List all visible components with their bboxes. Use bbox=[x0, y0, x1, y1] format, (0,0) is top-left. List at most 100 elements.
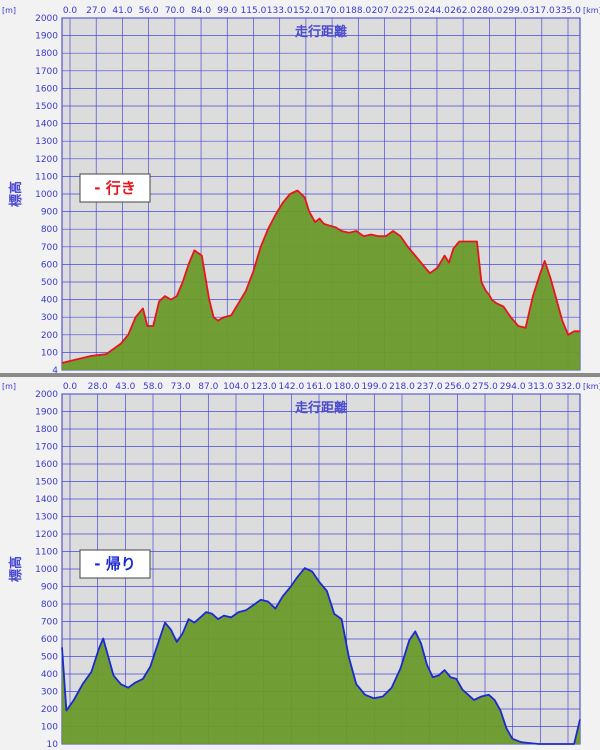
y-tick-label: 2000 bbox=[35, 390, 58, 400]
x-tick-label: 73.0 bbox=[171, 382, 191, 392]
x-tick-label: 256.0 bbox=[444, 382, 470, 392]
y-axis-title: 標高 bbox=[8, 556, 24, 582]
x-tick-label: 335.0 bbox=[555, 6, 581, 16]
y-tick-label: 1300 bbox=[35, 513, 58, 523]
elevation-line bbox=[61, 567, 581, 745]
x-tick-label: 237.0 bbox=[417, 382, 443, 392]
y-unit-label: [m] bbox=[2, 382, 16, 391]
x-tick-label: 180.0 bbox=[334, 382, 360, 392]
x-tick-label: 43.0 bbox=[115, 382, 135, 392]
y-tick-label: 1700 bbox=[35, 443, 58, 453]
x-tick-label: 299.0 bbox=[503, 6, 529, 16]
y-tick-label: 900 bbox=[41, 583, 58, 593]
y-tick-label: 100 bbox=[41, 723, 58, 733]
y-tick-label: 1900 bbox=[35, 408, 58, 418]
x-axis-title: 走行距離 bbox=[295, 24, 347, 40]
y-tick-label: 1000 bbox=[35, 565, 58, 575]
elevation-area bbox=[62, 568, 580, 744]
y-tick-label: 1100 bbox=[35, 172, 58, 182]
y-tick-label: 200 bbox=[41, 331, 58, 341]
panel-separator bbox=[0, 373, 600, 377]
x-tick-label: 84.0 bbox=[191, 6, 211, 16]
y-tick-label: 700 bbox=[41, 243, 58, 253]
x-tick-label: 199.0 bbox=[361, 382, 387, 392]
x-tick-label: 294.0 bbox=[500, 382, 526, 392]
y-tick-label: 200 bbox=[41, 705, 58, 715]
x-tick-label: 262.0 bbox=[450, 6, 476, 16]
series-tag-box bbox=[79, 549, 151, 579]
x-tick-label: 27.0 bbox=[86, 6, 106, 16]
y-tick-label: 800 bbox=[41, 225, 58, 235]
x-axis-title: 走行距離 bbox=[295, 400, 347, 416]
y-tick-label: 2000 bbox=[35, 14, 58, 24]
y-tick-label: 1700 bbox=[35, 67, 58, 77]
y-tick-label: 700 bbox=[41, 618, 58, 628]
x-tick-label: 56.0 bbox=[139, 6, 159, 16]
x-tick-label: 317.0 bbox=[529, 6, 555, 16]
x-tick-label: 244.0 bbox=[424, 6, 450, 16]
x-tick-label: 332.0 bbox=[555, 382, 581, 392]
x-tick-label: 280.0 bbox=[476, 6, 502, 16]
x-unit-label: [km] bbox=[583, 6, 600, 15]
y-tick-label: 800 bbox=[41, 600, 58, 610]
x-tick-label: 115.0 bbox=[241, 6, 267, 16]
x-tick-label: 225.0 bbox=[398, 6, 424, 16]
x-tick-label: 28.0 bbox=[88, 382, 108, 392]
y-tick-label: 1200 bbox=[35, 530, 58, 540]
elevation-area bbox=[62, 190, 580, 370]
x-tick-label: 70.0 bbox=[165, 6, 185, 16]
y-tick-label: 1600 bbox=[35, 460, 58, 470]
x-tick-label: 170.0 bbox=[319, 6, 345, 16]
x-tick-label: 58.0 bbox=[143, 382, 163, 392]
y-tick-label: 1000 bbox=[35, 190, 58, 200]
y-tick-label: 400 bbox=[41, 670, 58, 680]
elevation-chart-1: 4 100 200 300 400 500 600 700 800 900 1000 1100 1200… bbox=[2, 6, 600, 376]
y-tick-label: 1100 bbox=[35, 548, 58, 558]
x-tick-label: 104.0 bbox=[223, 382, 249, 392]
x-unit-label: [km] bbox=[583, 382, 600, 391]
elevation-chart-2: 10 100 200 300 400 500 600 700 800 900 1000 1100 120… bbox=[0, 376, 600, 750]
x-tick-label: 313.0 bbox=[527, 382, 553, 392]
series-tag-box bbox=[79, 173, 151, 203]
series-tag-label: - 行き bbox=[94, 179, 135, 197]
y-tick-label: 1800 bbox=[35, 425, 58, 435]
y-tick-label: 10 bbox=[47, 740, 59, 750]
y-unit-label: [m] bbox=[2, 6, 16, 15]
x-tick-label: 123.0 bbox=[251, 382, 277, 392]
y-axis-title: 標高 bbox=[8, 181, 24, 207]
y-tick-label: 500 bbox=[41, 653, 58, 663]
y-tick-label: 1400 bbox=[35, 120, 58, 130]
series-tag-label: - 帰り bbox=[94, 555, 135, 573]
y-tick-label: 600 bbox=[41, 260, 58, 270]
x-tick-label: 152.0 bbox=[293, 6, 319, 16]
y-tick-label: 1300 bbox=[35, 137, 58, 147]
y-tick-label: 1400 bbox=[35, 495, 58, 505]
y-tick-label: 4 bbox=[52, 366, 58, 376]
y-tick-label: 300 bbox=[41, 313, 58, 323]
x-tick-label: 0.0 bbox=[63, 382, 78, 392]
elevation-line bbox=[61, 189, 580, 364]
y-tick-label: 900 bbox=[41, 208, 58, 218]
y-tick-label: 600 bbox=[41, 635, 58, 645]
x-tick-label: 87.0 bbox=[198, 382, 218, 392]
y-tick-label: 1800 bbox=[35, 49, 58, 59]
y-tick-label: 500 bbox=[41, 278, 58, 288]
y-tick-label: 100 bbox=[41, 348, 58, 358]
x-tick-label: 99.0 bbox=[217, 6, 237, 16]
y-tick-label: 1500 bbox=[35, 102, 58, 112]
x-tick-label: 133.0 bbox=[267, 6, 293, 16]
x-tick-label: 0.0 bbox=[63, 6, 78, 16]
x-tick-label: 188.0 bbox=[345, 6, 371, 16]
y-tick-label: 1900 bbox=[35, 32, 58, 42]
x-tick-label: 218.0 bbox=[389, 382, 415, 392]
x-tick-label: 275.0 bbox=[472, 382, 498, 392]
x-tick-label: 142.0 bbox=[278, 382, 304, 392]
y-tick-label: 1500 bbox=[35, 478, 58, 488]
y-tick-label: 300 bbox=[41, 688, 58, 698]
y-tick-label: 1600 bbox=[35, 84, 58, 94]
x-tick-label: 41.0 bbox=[112, 6, 132, 16]
x-tick-label: 161.0 bbox=[306, 382, 332, 392]
y-tick-label: 1200 bbox=[35, 155, 58, 165]
